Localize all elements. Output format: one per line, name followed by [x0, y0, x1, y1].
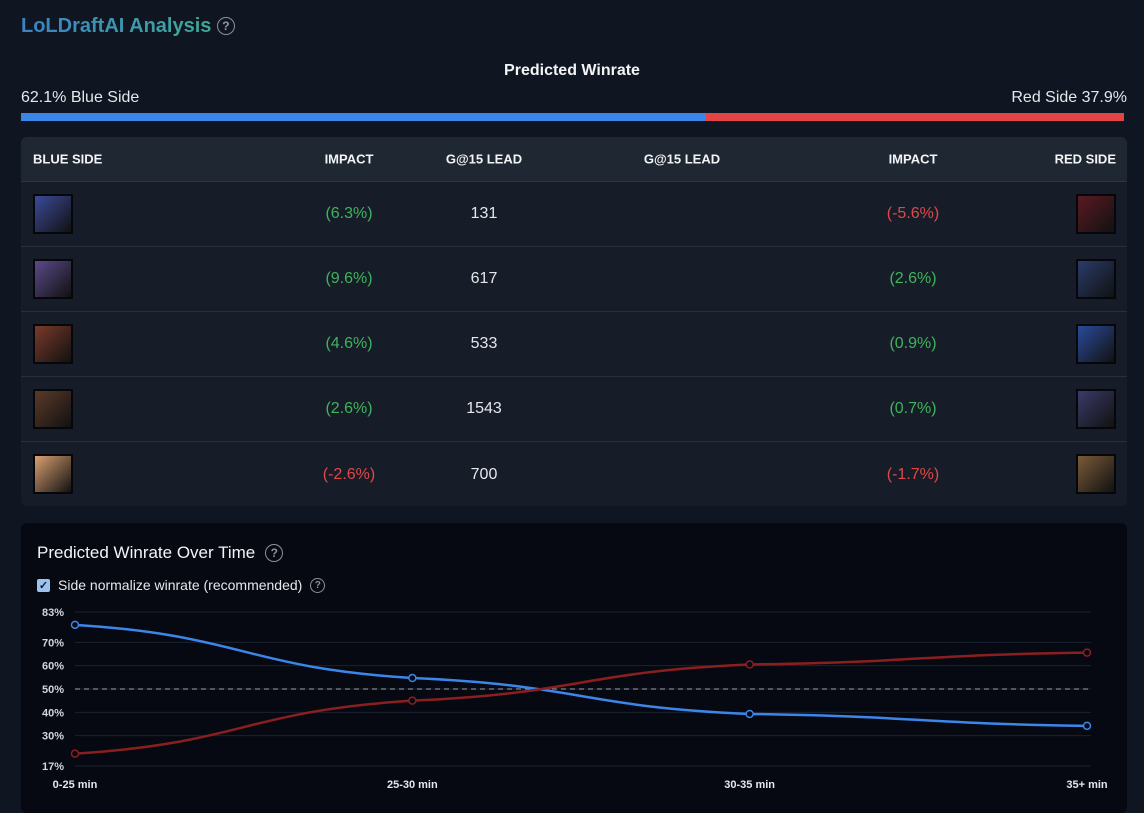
blue-champion-icon[interactable]	[33, 194, 73, 234]
header-gold-lead-red: G@15 LEAD	[643, 151, 721, 167]
help-icon[interactable]: ?	[216, 17, 235, 35]
data-point[interactable]	[745, 709, 754, 719]
checkbox-label: Side normalize winrate (recommended)	[58, 577, 303, 593]
chart-title: Predicted Winrate Over Time?	[37, 543, 284, 563]
series-line-red	[74, 651, 1088, 755]
blue-champion-icon[interactable]	[33, 454, 73, 494]
y-tick-label: 17%	[42, 761, 64, 773]
help-icon[interactable]: ?	[265, 544, 284, 562]
blue-champion-icon[interactable]	[33, 324, 73, 364]
red-impact: (-1.7%)	[886, 465, 940, 483]
red-impact: (0.9%)	[889, 335, 937, 352]
header-impact-blue: IMPACT	[324, 151, 374, 167]
header-gold-lead: G@15 LEAD	[445, 151, 523, 167]
series-line-blue	[74, 623, 1088, 728]
y-tick-label: 30%	[42, 731, 64, 743]
x-tick-label: 35+ min	[1066, 779, 1108, 791]
y-tick-label: 83%	[42, 607, 64, 619]
red-champion-icon[interactable]	[1076, 259, 1116, 299]
y-tick-label: 70%	[42, 637, 64, 649]
blue-impact: (6.3%)	[325, 205, 373, 222]
red-champion-icon[interactable]	[1076, 194, 1116, 234]
table-row: (9.6%) 617 (2.6%)	[21, 247, 1127, 312]
red-impact: (-5.6%)	[886, 205, 940, 222]
x-tick-label: 0-25 min	[53, 779, 98, 791]
winrate-bar	[21, 113, 1124, 121]
chart-title-text: Predicted Winrate Over Time	[37, 543, 256, 562]
winrate-line-chart: 83% 70% 60% 50% 40% 30% 17% 0-25 min 25-30 min 30…	[42, 607, 1108, 791]
data-point[interactable]	[1082, 721, 1092, 731]
gold-lead: 700	[470, 465, 498, 483]
table-row: (2.6%) 1543 (0.7%)	[21, 377, 1127, 442]
side-normalize-checkbox[interactable]: ✓ Side normalize winrate (recommended)?	[37, 577, 326, 593]
red-champion-icon[interactable]	[1076, 454, 1116, 494]
title-text: LoLDraftAI Analysis	[21, 15, 212, 37]
table-row: (4.6%) 533 (0.9%)	[21, 312, 1127, 377]
app-title: LoLDraftAI Analysis ?	[21, 15, 235, 38]
gold-lead: 1543	[466, 400, 502, 417]
help-icon[interactable]: ?	[310, 577, 326, 593]
data-point[interactable]	[70, 620, 80, 630]
blue-impact: (2.6%)	[325, 400, 373, 417]
red-impact: (2.6%)	[889, 270, 937, 287]
gold-lead: 533	[470, 335, 498, 352]
blue-impact: (4.6%)	[325, 335, 373, 352]
blue-champion-icon[interactable]	[33, 389, 73, 429]
predicted-winrate-title: Predicted Winrate	[504, 62, 640, 79]
y-tick-label: 40%	[42, 707, 64, 719]
y-tick-label: 50%	[42, 684, 64, 696]
blue-champion-icon[interactable]	[33, 259, 73, 299]
blue-winrate-label: 62.1% Blue Side	[21, 89, 140, 106]
blue-impact: (-2.6%)	[322, 465, 376, 483]
gold-lead: 131	[470, 205, 498, 222]
draft-table: BLUE SIDE IMPACT G@15 LEAD G@15 LEAD IMP…	[21, 137, 1127, 506]
x-tick-label: 25-30 min	[387, 779, 438, 791]
table-row: (6.3%) 131 (-5.6%)	[21, 182, 1127, 247]
red-winrate-label: Red Side 37.9%	[1011, 89, 1127, 106]
table-row: (-2.6%) 700 (-1.7%)	[21, 442, 1127, 506]
data-point[interactable]	[408, 696, 417, 705]
red-champion-icon[interactable]	[1076, 389, 1116, 429]
winrate-over-time-panel: Predicted Winrate Over Time? ✓ Side norma…	[21, 523, 1127, 813]
data-point[interactable]	[70, 749, 80, 758]
data-point[interactable]	[408, 673, 417, 683]
blue-winrate-fill	[21, 113, 706, 121]
gold-lead: 617	[470, 270, 498, 287]
red-impact: (0.7%)	[889, 400, 937, 417]
table-header: BLUE SIDE IMPACT G@15 LEAD G@15 LEAD IMP…	[21, 137, 1127, 182]
red-champion-icon[interactable]	[1076, 324, 1116, 364]
y-tick-label: 60%	[42, 661, 64, 673]
header-red-side: RED SIDE	[1054, 151, 1116, 167]
checkbox-checked-icon[interactable]: ✓	[37, 578, 50, 592]
x-tick-label: 30-35 min	[724, 779, 775, 791]
header-blue-side: BLUE SIDE	[33, 151, 103, 167]
data-point[interactable]	[1082, 648, 1092, 657]
header-impact-red: IMPACT	[888, 151, 938, 167]
data-point[interactable]	[745, 660, 754, 669]
blue-impact: (9.6%)	[325, 270, 373, 287]
